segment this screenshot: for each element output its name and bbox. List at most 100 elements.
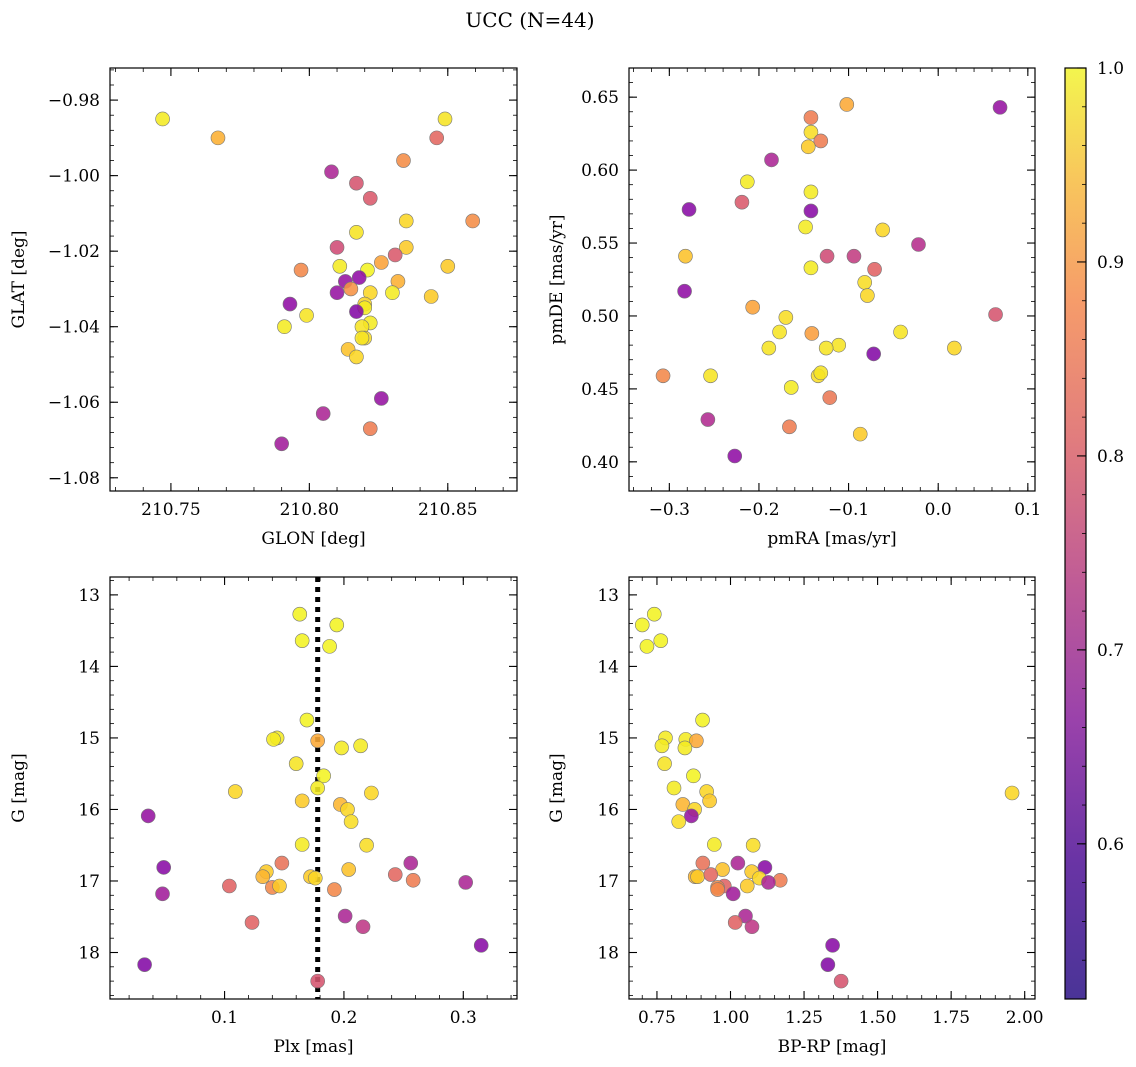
scatter-point xyxy=(727,915,743,930)
scatter-point xyxy=(839,97,855,112)
scatter-point xyxy=(329,240,345,255)
scatter-point xyxy=(875,222,890,238)
scatter-point xyxy=(803,203,819,219)
scatter-point xyxy=(465,213,481,229)
scatter-point xyxy=(315,406,331,421)
scatter-point xyxy=(654,738,670,754)
scatter-point xyxy=(423,289,439,304)
scatter-point xyxy=(244,915,260,930)
scatter-point xyxy=(764,152,779,168)
scatter-point xyxy=(783,380,799,395)
scatter-point xyxy=(337,908,353,924)
scatter-point xyxy=(813,365,829,381)
scatter-point xyxy=(852,426,868,442)
scatter-point xyxy=(155,111,170,127)
scatter-point xyxy=(947,340,962,356)
scatter-point xyxy=(355,919,371,935)
y-tick-label: −1.06 xyxy=(48,393,100,413)
scatter-point xyxy=(818,340,834,356)
scatter-point xyxy=(647,606,662,622)
plot-frame xyxy=(109,67,518,492)
scatter-point xyxy=(329,617,345,633)
scatter-point xyxy=(299,712,315,728)
panel-bprp-g: 0.75 1.00 1.25 1.50 1.75 2.00 13 14 15 16 17 18 BP-R… xyxy=(547,576,1044,1057)
scatter-point xyxy=(210,130,226,146)
scatter-point xyxy=(385,285,400,301)
scatter-point xyxy=(772,324,787,340)
y-tick-label: 13 xyxy=(78,586,100,606)
scatter-point xyxy=(387,247,403,263)
scatter-point xyxy=(458,875,473,890)
scatter-point xyxy=(354,330,370,346)
scatter-point xyxy=(833,973,849,989)
scatter-point xyxy=(310,733,325,749)
scatter-point xyxy=(866,346,881,362)
x-tick-label: 1.75 xyxy=(932,1008,970,1028)
scatter-point xyxy=(700,412,716,427)
scatter-point xyxy=(798,219,813,235)
scatter-point xyxy=(846,248,862,264)
scatter-point xyxy=(820,957,836,972)
scatter-point xyxy=(341,862,357,877)
scatter-point xyxy=(702,793,717,809)
scatter-point xyxy=(740,174,755,190)
colorbar-tick-label: 0.8 xyxy=(1097,447,1124,467)
scatter-point xyxy=(322,639,337,654)
x-tick-label: 1.25 xyxy=(785,1008,823,1028)
x-axis-label: pmRA [mas/yr] xyxy=(767,529,896,549)
scatter-point xyxy=(316,768,331,784)
scatter-point xyxy=(440,258,456,274)
y-tick-label: 16 xyxy=(78,800,100,820)
scatter-point xyxy=(819,248,835,264)
scatter-point xyxy=(655,368,671,384)
x-tick-label: −0.2 xyxy=(738,500,779,520)
panel-pmra-pmde: −0.3 −0.2 −0.1 0.0 0.1 0.40 0.45 0.50 0.55 0.60 0.… xyxy=(547,67,1041,549)
scatter-point xyxy=(374,391,389,406)
scatter-point xyxy=(703,867,719,882)
scatter-point xyxy=(689,733,704,749)
y-axis-label: pmDE [mas/yr] xyxy=(547,214,567,344)
x-tick-label: 0.1 xyxy=(1014,500,1041,520)
scatter-point xyxy=(803,184,819,200)
scatter-point xyxy=(703,368,718,384)
scatter-point xyxy=(396,153,411,168)
x-axis-label: BP-RP [mag] xyxy=(778,1037,887,1057)
scatter-point xyxy=(351,270,367,285)
scatter-point xyxy=(686,768,701,784)
y-tick-label: 16 xyxy=(597,800,619,820)
y-tick-label: 17 xyxy=(78,872,100,892)
scatter-point xyxy=(813,133,829,149)
scatter-point xyxy=(803,260,819,276)
scatter-point xyxy=(266,732,281,747)
y-axis-label: GLAT [deg] xyxy=(9,230,29,328)
scatter-point xyxy=(274,436,289,452)
scatter-point xyxy=(362,190,378,206)
scatter-point xyxy=(695,712,710,728)
x-tick-label: 0.75 xyxy=(638,1008,676,1028)
scatter-point xyxy=(327,882,342,897)
scatter-point xyxy=(374,255,389,270)
scatter-point xyxy=(282,296,298,312)
y-tick-label: 0.55 xyxy=(581,234,619,254)
scatter-point xyxy=(825,938,840,953)
x-tick-label: 0.1 xyxy=(211,1008,238,1028)
y-axis-label: G [mag] xyxy=(9,753,29,822)
scatter-point xyxy=(800,139,816,155)
scatter-point xyxy=(860,288,875,303)
scatter-point xyxy=(155,886,170,902)
y-tick-label: 13 xyxy=(597,586,619,606)
scatter-point xyxy=(324,164,339,180)
scatter-point xyxy=(727,448,743,464)
scatter-point xyxy=(362,421,378,436)
scatter-point xyxy=(156,860,172,875)
y-tick-label: 15 xyxy=(78,729,100,749)
x-axis-label: GLON [deg] xyxy=(261,529,365,549)
scatter-point xyxy=(364,785,379,801)
scatter-point xyxy=(329,285,345,301)
scatter-point xyxy=(137,957,152,972)
scatter-point xyxy=(1004,785,1020,801)
y-tick-label: 15 xyxy=(597,729,619,749)
scatter-point xyxy=(293,262,309,278)
colorbar-tick-label: 0.9 xyxy=(1097,253,1124,273)
